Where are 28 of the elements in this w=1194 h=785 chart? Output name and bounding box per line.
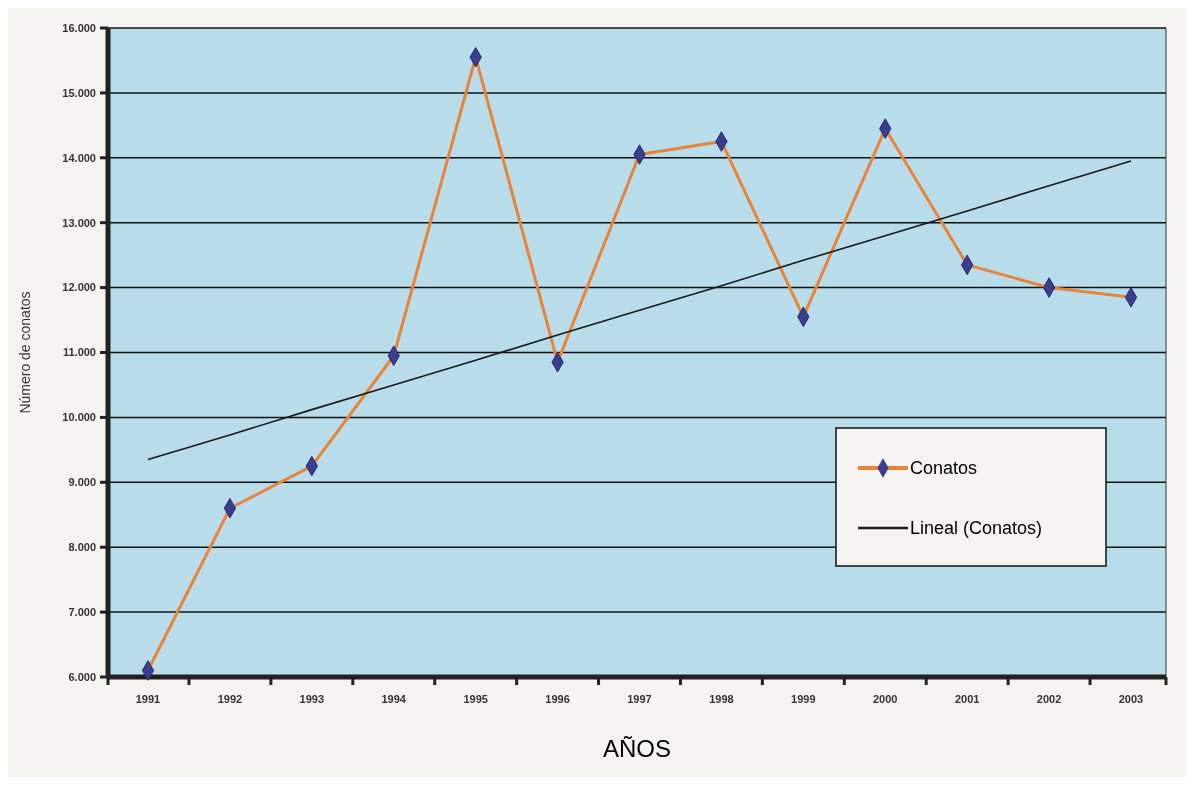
y-tick-label: 6.000 — [68, 670, 96, 683]
y-tick-label: 15.000 — [62, 86, 96, 99]
x-axis-title: AÑOS — [602, 735, 672, 762]
x-tick-label: 1999 — [791, 693, 816, 705]
legend-label: Lineal (Conatos) — [910, 518, 1043, 539]
legend-label: Conatos — [910, 458, 978, 479]
y-axis-title: Número de conatos — [17, 291, 33, 414]
y-tick-label: 11.000 — [62, 346, 96, 359]
y-tick-label: 16.000 — [62, 21, 96, 34]
x-tick-label: 2001 — [954, 693, 980, 705]
y-tick-label: 7.000 — [68, 605, 96, 618]
y-tick-label: 12.000 — [62, 281, 96, 294]
x-tick-label: 2000 — [873, 693, 898, 705]
y-tick-label: 13.000 — [62, 216, 96, 229]
x-tick-label: 1994 — [381, 693, 407, 705]
y-tick-label: 14.000 — [62, 151, 96, 164]
x-tick-label: 1993 — [299, 693, 325, 705]
x-tick-label: 1995 — [463, 693, 488, 705]
x-tick-label: 1992 — [217, 693, 243, 705]
x-tick-label: 1997 — [627, 693, 652, 705]
x-tick-label: 2002 — [1036, 693, 1062, 705]
x-tick-label: 1998 — [709, 693, 734, 705]
y-tick-label: 8.000 — [68, 541, 96, 554]
x-tick-label: 2003 — [1118, 693, 1144, 705]
y-tick-label: 9.000 — [68, 476, 96, 489]
x-tick-label: 1996 — [545, 693, 570, 705]
x-tick-label: 1991 — [135, 693, 161, 705]
y-tick-label: 10.000 — [62, 411, 96, 424]
